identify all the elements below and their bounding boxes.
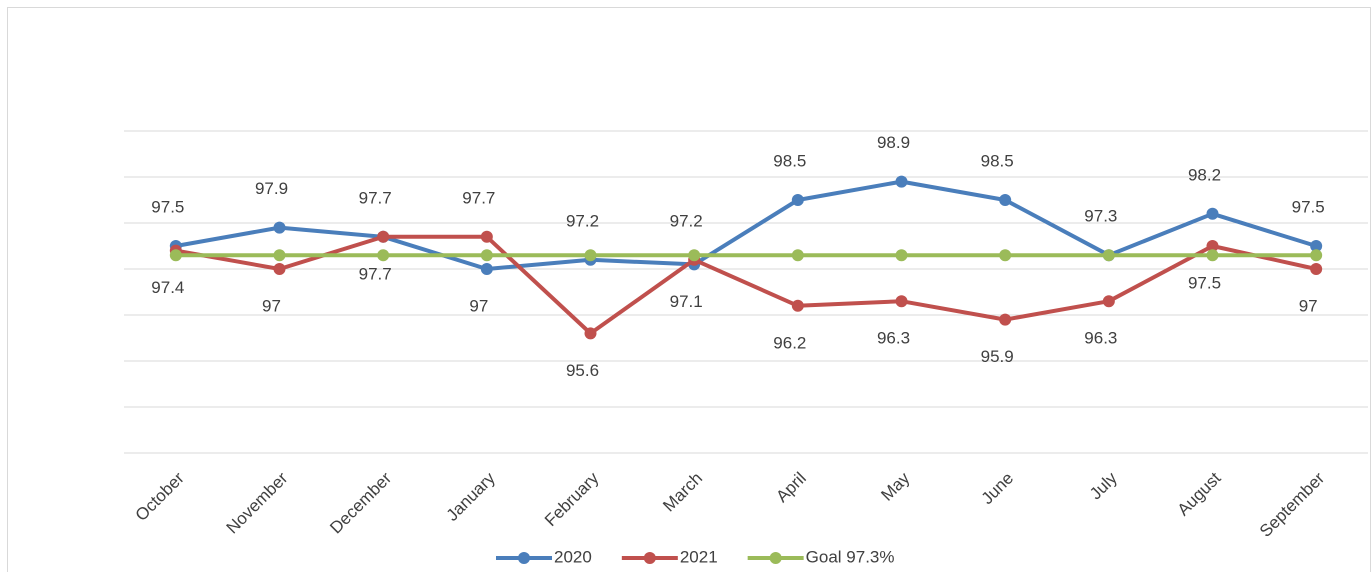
data-label: 97.3 xyxy=(1084,207,1117,226)
point xyxy=(377,249,390,262)
point xyxy=(999,249,1012,262)
point xyxy=(999,313,1012,326)
point xyxy=(273,263,286,275)
legend-label: 2021 xyxy=(680,547,718,566)
point xyxy=(791,194,804,206)
data-label: 98.2 xyxy=(1188,165,1221,184)
point xyxy=(895,175,908,188)
point xyxy=(1206,240,1219,252)
data-label: 97 xyxy=(1299,296,1318,315)
point xyxy=(1102,295,1115,308)
data-label: 97.5 xyxy=(1292,197,1325,216)
data-label: 97.2 xyxy=(566,211,599,230)
data-label: 96.2 xyxy=(773,333,806,352)
chart-border xyxy=(7,7,1371,572)
point xyxy=(480,249,493,262)
data-label: 97.1 xyxy=(670,292,703,311)
point xyxy=(273,221,286,234)
data-label: 97.9 xyxy=(255,179,288,198)
data-label: 98.9 xyxy=(877,133,910,152)
point xyxy=(895,249,908,262)
series-line xyxy=(175,234,1317,336)
data-label: 97.2 xyxy=(670,211,703,230)
data-label: 96.3 xyxy=(1084,329,1117,348)
data-label: 97.5 xyxy=(151,197,184,216)
point xyxy=(584,327,597,340)
point xyxy=(1102,249,1115,262)
point xyxy=(584,249,597,262)
point xyxy=(1310,249,1323,262)
point xyxy=(480,230,493,243)
data-label: 97 xyxy=(469,296,488,315)
point xyxy=(895,295,908,308)
point xyxy=(791,249,804,262)
point xyxy=(169,249,182,262)
point xyxy=(1206,207,1219,220)
legend-label: 2020 xyxy=(554,547,592,566)
data-label: 97.5 xyxy=(1188,273,1221,292)
legend-marker xyxy=(518,552,530,564)
point xyxy=(688,249,701,262)
data-label: 97.7 xyxy=(359,264,392,283)
data-label: 98.5 xyxy=(773,151,806,170)
point xyxy=(377,230,390,243)
data-label: 96.3 xyxy=(877,329,910,348)
point xyxy=(791,299,804,312)
point xyxy=(273,249,286,262)
point xyxy=(480,263,493,275)
data-label: 98.5 xyxy=(981,151,1014,170)
legend-label: Goal 97.3% xyxy=(806,547,895,566)
data-label: 97 xyxy=(262,296,281,315)
data-label: 97.7 xyxy=(359,188,392,207)
point xyxy=(999,194,1012,206)
point xyxy=(1206,249,1219,262)
legend-marker xyxy=(769,552,782,564)
point xyxy=(1310,263,1323,275)
data-label: 97.4 xyxy=(151,278,184,297)
series-line xyxy=(175,179,1317,271)
data-label: 95.9 xyxy=(981,347,1014,366)
point xyxy=(1310,240,1323,252)
data-label: 95.6 xyxy=(566,361,599,380)
legend-marker xyxy=(643,552,656,564)
data-label: 97.7 xyxy=(462,188,495,207)
